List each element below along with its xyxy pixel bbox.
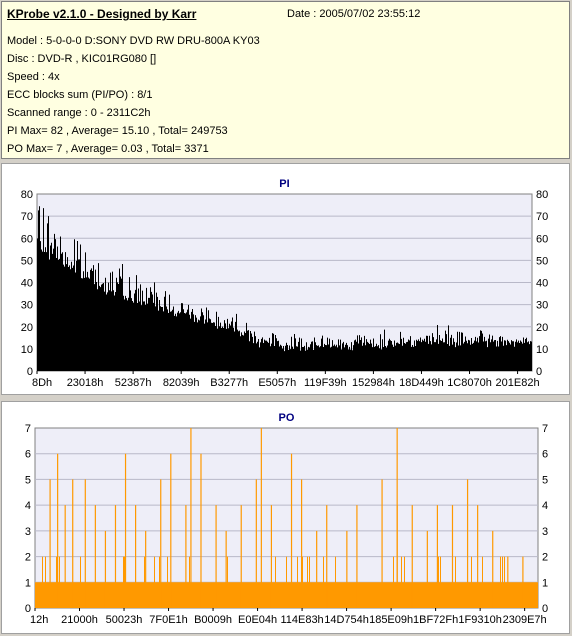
po-xtick-label: 185E09h xyxy=(369,614,413,626)
pi-xtick-label: 23018h xyxy=(67,377,104,389)
pi-xtick-label: 52387h xyxy=(115,377,152,389)
po-chart-panel: 0 0 1 1 2 2 3 3 4 4 5 5 6 6 7 7 12h 21000h 50023h 7F0E1h B00… xyxy=(1,401,570,634)
po-xtick-label: B0009h xyxy=(194,614,232,626)
pi-ytick-right: 60 xyxy=(536,233,548,245)
pi-ytick-left: 60 xyxy=(21,233,33,245)
po-ytick-right: 7 xyxy=(542,423,548,435)
po-ytick-right: 2 xyxy=(542,552,548,564)
po-bars xyxy=(35,428,538,608)
pi-ytick-right: 50 xyxy=(536,255,548,267)
po-xtick-label: E0E04h xyxy=(238,614,277,626)
pi-xtick-label: 201E82h xyxy=(496,377,540,389)
info-range: Scanned range : 0 - 2311C2h xyxy=(7,107,151,119)
po-ytick-left: 5 xyxy=(25,474,31,486)
info-panel: KProbe v2.1.0 - Designed by Karr Date : … xyxy=(1,1,570,159)
po-title: PO xyxy=(279,412,295,424)
pi-xtick-label: 82039h xyxy=(163,377,200,389)
po-xtick-label: 14D754h xyxy=(324,614,369,626)
pi-xtick-label: 1C8070h xyxy=(447,377,492,389)
info-model: Model : 5-0-0-0 D:SONY DVD RW DRU-800A K… xyxy=(7,35,260,47)
pi-ytick-right: 20 xyxy=(536,322,548,334)
po-ytick-right: 4 xyxy=(542,500,548,512)
pi-xtick-label: B3277h xyxy=(210,377,248,389)
info-ecc: ECC blocks sum (PI/PO) : 8/1 xyxy=(7,89,153,101)
po-ytick-right: 1 xyxy=(542,577,548,589)
po-xtick-label: 12h xyxy=(30,614,48,626)
pi-title: PI xyxy=(279,178,289,190)
pi-ytick-left: 40 xyxy=(21,278,33,290)
po-xtick-label: 114E83h xyxy=(280,614,323,626)
pi-xtick-label: 8Dh xyxy=(32,377,52,389)
po-ytick-right: 5 xyxy=(542,474,548,486)
pi-bars xyxy=(37,206,532,371)
pi-chart: 0 0 10 10 20 20 30 30 40 40 50 50 60 60 70 70 80 80 8Dh 230… xyxy=(21,178,549,389)
scan-date: Date : 2005/07/02 23:55:12 xyxy=(287,8,421,20)
pi-ytick-right: 80 xyxy=(536,189,548,201)
po-ytick-right: 3 xyxy=(542,526,548,538)
app-title: KProbe v2.1.0 - Designed by Karr xyxy=(7,7,197,21)
pi-xtick-label: 152984h xyxy=(352,377,395,389)
po-ytick-left: 7 xyxy=(25,423,31,435)
pi-ytick-left: 30 xyxy=(21,300,33,312)
pi-ytick-right: 30 xyxy=(536,300,548,312)
info-speed: Speed : 4x xyxy=(7,71,60,83)
pi-ytick-right: 10 xyxy=(536,344,548,356)
pi-ytick-left: 0 xyxy=(27,366,33,378)
pi-xtick-label: E5057h xyxy=(258,377,296,389)
po-ytick-left: 0 xyxy=(25,603,31,615)
info-po-stats: PO Max= 7 , Average= 0.03 , Total= 3371 xyxy=(7,143,209,155)
po-ytick-right: 0 xyxy=(542,603,548,615)
po-xtick-label: 7F0E1h xyxy=(149,614,188,626)
po-ytick-left: 2 xyxy=(25,552,31,564)
po-ytick-left: 1 xyxy=(25,577,31,589)
info-disc: Disc : DVD-R , KIC01RG080 [] xyxy=(7,53,157,65)
info-pi-stats: PI Max= 82 , Average= 15.10 , Total= 249… xyxy=(7,125,228,137)
pi-ytick-left: 70 xyxy=(21,211,33,223)
po-ytick-left: 4 xyxy=(25,500,31,512)
pi-ytick-left: 50 xyxy=(21,255,33,267)
po-xtick-label: 21000h xyxy=(61,614,98,626)
pi-ytick-right: 0 xyxy=(536,366,542,378)
pi-xtick-label: 119F39h xyxy=(304,377,347,389)
po-ytick-left: 3 xyxy=(25,526,31,538)
po-xtick-label: 50023h xyxy=(106,614,143,626)
po-xtick-label: 1BF72Fh xyxy=(413,614,458,626)
pi-xtick-label: 18D449h xyxy=(399,377,444,389)
po-xtick-label: 1F9310h xyxy=(458,614,501,626)
po-ytick-left: 6 xyxy=(25,449,31,461)
pi-ytick-left: 80 xyxy=(21,189,33,201)
po-xtick-label: 2309E7h xyxy=(503,614,547,626)
pi-ytick-right: 40 xyxy=(536,278,548,290)
pi-ytick-right: 70 xyxy=(536,211,548,223)
po-ytick-right: 6 xyxy=(542,449,548,461)
pi-ytick-left: 20 xyxy=(21,322,33,334)
po-chart: 0 0 1 1 2 2 3 3 4 4 5 5 6 6 7 7 12h 21000h 50023h 7F0E1h B00… xyxy=(25,412,548,626)
pi-ytick-left: 10 xyxy=(21,344,33,356)
pi-chart-panel: 0 0 10 10 20 20 30 30 40 40 50 50 60 60 70 70 80 80 8Dh 230… xyxy=(1,163,570,395)
